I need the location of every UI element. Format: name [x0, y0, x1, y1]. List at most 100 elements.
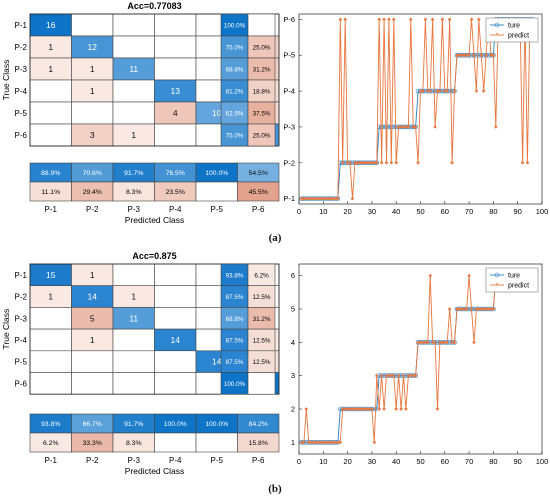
row-summary-incorrect-value: 37.5%: [253, 111, 271, 118]
series-predict-marker: [469, 17, 474, 21]
x-tick-label: 80: [489, 207, 497, 216]
series-predict-marker: [435, 89, 440, 93]
series-predict-marker: [494, 125, 498, 129]
series-predict-marker: [418, 340, 423, 344]
series-predict-marker: [467, 53, 471, 57]
confusion-title: Acc=0.77083: [127, 1, 181, 11]
series-predict-marker: [380, 161, 384, 165]
series-predict-marker: [482, 89, 486, 93]
series-predict-marker: [404, 407, 408, 411]
x-tick-label: 30: [368, 207, 376, 216]
series-predict-marker: [445, 89, 449, 93]
series-predict-marker: [363, 407, 367, 411]
series-predict-marker: [443, 340, 447, 344]
x-tick-label: 70: [465, 207, 473, 216]
confusion-ylabel: True Class: [1, 309, 11, 350]
x-tick-label: 10: [319, 457, 327, 466]
row-summary-incorrect-value: 12.5%: [253, 337, 271, 344]
confusion-cell-value: 14: [88, 292, 98, 302]
series-predict-marker: [302, 440, 306, 444]
row-summary-incorrect-cell: [247, 372, 276, 395]
confusion-xtick-label: P-4: [169, 205, 182, 214]
x-tick-label: 50: [416, 207, 424, 216]
row-summary-incorrect-value: 12.5%: [253, 294, 271, 301]
confusion-xlabel: Predicted Class: [125, 466, 185, 476]
series-predict-marker: [418, 89, 423, 93]
series-predict-marker: [389, 374, 393, 378]
row-summary-correct-value: 62.5%: [226, 111, 244, 118]
series-predict-marker: [450, 340, 454, 344]
series-predict-marker: [443, 89, 447, 93]
series-predict-marker: [484, 53, 488, 57]
col-summary-correct-value: 76.5%: [166, 170, 185, 177]
series-predict-marker: [431, 340, 435, 344]
series-predict-marker: [414, 374, 418, 378]
series-predict-marker: [489, 307, 493, 311]
series-predict-marker: [307, 197, 311, 201]
series-predict-marker: [319, 440, 323, 444]
col-summary-correct-value: 70.6%: [83, 170, 102, 177]
row-summary-correct-value: 93.8%: [226, 272, 244, 279]
figure-panel-b: Acc=0.8751511141511114114216P-1P-2P-3P-4…: [0, 249, 550, 498]
confusion-cell-value: 3: [90, 130, 95, 140]
confusion-cell-value: 5: [90, 313, 95, 323]
series-predict-marker: [382, 17, 386, 21]
series-predict-marker: [355, 161, 359, 165]
confusion-cell-value: 1: [90, 86, 95, 96]
confusion-cell: [29, 123, 72, 147]
series-predict-marker: [448, 307, 452, 311]
panel-b-caption: (b): [268, 483, 282, 495]
series-ture-marker: [384, 124, 389, 130]
col-summary-incorrect-value: 8.3%: [126, 440, 142, 447]
col-summary-incorrect-cell: [195, 181, 238, 202]
series-predict-marker: [401, 125, 406, 129]
series-predict-marker: [360, 161, 364, 165]
line-plot-area: [298, 13, 543, 205]
series-predict-marker: [392, 374, 396, 378]
x-tick-label: 30: [368, 457, 376, 466]
series-predict-marker: [341, 161, 345, 165]
series-predict-marker: [358, 161, 362, 165]
col-summary-correct-value: 100.0%: [164, 421, 187, 428]
confusion-ytick-label: P-4: [15, 87, 28, 96]
row-summary-correct-value: 87.5%: [226, 294, 244, 301]
confusion-xlabel: Predicted Class: [125, 215, 185, 225]
x-tick-label: 90: [514, 457, 522, 466]
confusion-cell: [71, 13, 114, 37]
series-ture-marker: [389, 124, 394, 130]
series-predict-marker: [455, 307, 459, 311]
col-summary-correct-value: 91.7%: [124, 421, 143, 428]
series-predict-marker: [399, 125, 403, 129]
confusion-cell-value: 1: [48, 42, 53, 52]
col-summary-correct-value: 93.8%: [41, 421, 60, 428]
col-summary-correct-value: 66.7%: [83, 421, 102, 428]
series-predict-marker: [520, 161, 525, 165]
series-predict-marker: [465, 53, 469, 57]
series-predict-marker: [309, 440, 313, 444]
x-tick-label: 0: [297, 457, 301, 466]
series-predict-marker: [457, 307, 461, 311]
series-predict-marker: [448, 17, 452, 21]
confusion-cell: [112, 263, 155, 287]
line-plot-area: [298, 263, 543, 455]
series-predict-marker: [397, 374, 401, 378]
col-summary-correct-value: 54.5%: [249, 170, 268, 177]
series-predict-marker: [365, 407, 369, 411]
series-predict-marker: [452, 89, 457, 93]
x-tick-label: 0: [297, 207, 301, 216]
legend-predict-label: predict: [508, 33, 529, 40]
confusion-cell: [29, 307, 72, 330]
series-predict-marker: [346, 407, 350, 411]
series-predict-marker: [484, 307, 488, 311]
y-tick-label: P-4: [283, 87, 295, 96]
y-tick-label: 2: [291, 405, 295, 414]
series-predict-marker: [363, 161, 367, 165]
row-summary-correct-value: 68.8%: [226, 316, 244, 323]
series-predict-marker: [375, 374, 379, 378]
series-predict-marker: [474, 89, 478, 93]
series-predict-marker: [355, 407, 359, 411]
legend-predict-label: predict: [508, 283, 529, 290]
series-predict-marker: [336, 197, 340, 201]
col-summary-correct-value: 100.0%: [205, 170, 228, 177]
row-summary-incorrect-value: 25.0%: [253, 133, 271, 140]
